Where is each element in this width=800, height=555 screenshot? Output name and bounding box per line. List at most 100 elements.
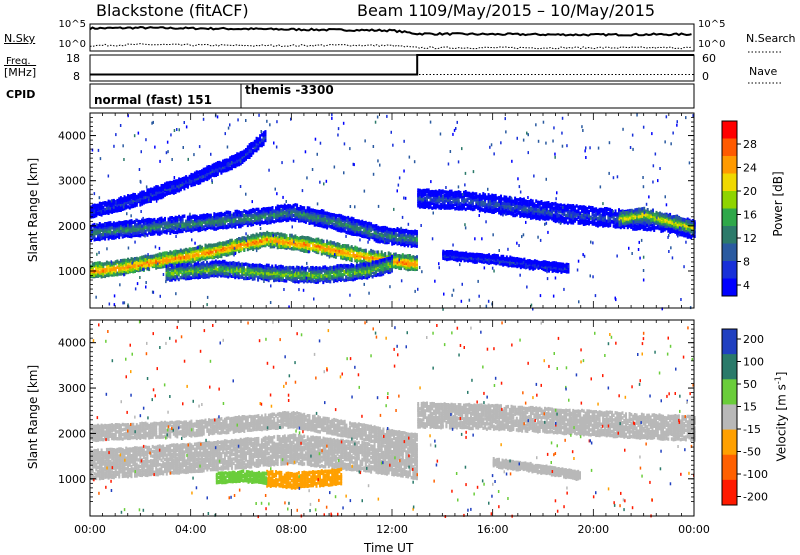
- power-cell: [203, 265, 205, 269]
- power-cell: [273, 220, 275, 224]
- power-cell: [361, 231, 363, 235]
- power-cell: [224, 241, 226, 245]
- power-cell: [210, 244, 212, 248]
- power-cell: [168, 190, 170, 194]
- power-cell: [190, 248, 192, 252]
- power-cell: [226, 225, 228, 229]
- power-cell: [115, 206, 117, 210]
- power-cell: [366, 266, 368, 270]
- power-cell: [278, 275, 280, 279]
- power-cell: [271, 265, 273, 269]
- power-cell: [266, 264, 268, 268]
- power-cell: [323, 243, 325, 247]
- power-cell: [139, 234, 141, 238]
- power-cell: [316, 238, 318, 242]
- power-cell: [319, 214, 321, 218]
- power-cell: [120, 259, 122, 263]
- power-cell: [252, 263, 254, 267]
- power-cell: [262, 265, 264, 269]
- power-cell: [219, 242, 221, 246]
- power-cell: [108, 221, 110, 225]
- power-cell: [108, 269, 110, 273]
- power-cell: [159, 187, 161, 191]
- power-cell: [145, 230, 147, 234]
- power-cell: [211, 260, 213, 264]
- power-cell: [366, 262, 368, 266]
- power-cell: [131, 194, 133, 198]
- power-cell: [236, 220, 238, 224]
- power-cell: [263, 232, 265, 236]
- power-cell: [136, 265, 138, 269]
- power-cell: [205, 167, 207, 171]
- power-cell: [322, 266, 324, 270]
- power-cell: [397, 227, 399, 231]
- power-cell: [94, 204, 96, 208]
- power-cell: [199, 170, 201, 174]
- power-cell: [391, 228, 393, 232]
- power-cell: [337, 242, 339, 246]
- power-cell: [375, 260, 377, 264]
- power-cell: [254, 209, 256, 213]
- power-cell: [219, 212, 221, 216]
- power-cell: [256, 212, 258, 216]
- power-cell: [331, 270, 333, 274]
- power-cell: [116, 260, 118, 264]
- power-cell: [134, 193, 136, 197]
- power-cell: [337, 214, 339, 218]
- power-cell: [111, 207, 113, 211]
- power-cell: [217, 213, 219, 217]
- power-cell: [153, 230, 155, 234]
- power-cell: [194, 254, 196, 258]
- power-cell: [197, 261, 199, 265]
- power-cell: [337, 218, 339, 222]
- noise-tick-left-1: 10^0: [59, 39, 86, 50]
- power-cell: [164, 230, 166, 234]
- power-cell: [222, 270, 224, 274]
- power-cell: [178, 278, 180, 282]
- power-cell: [139, 192, 141, 196]
- power-cell: [127, 205, 129, 209]
- power-cell: [226, 240, 228, 244]
- power-cell: [372, 268, 374, 272]
- power-cell: [236, 210, 238, 214]
- power-cell: [185, 175, 187, 179]
- power-cell: [343, 279, 345, 283]
- noise-tick-left-0: 10^5: [59, 19, 86, 30]
- power-cell: [217, 161, 219, 165]
- power-cell: [384, 252, 386, 256]
- power-cell: [389, 256, 391, 260]
- power-cell: [386, 257, 388, 261]
- power-cell: [319, 239, 321, 243]
- power-cell: [365, 221, 367, 225]
- power-cell: [145, 192, 147, 196]
- power-cell: [308, 268, 310, 272]
- power-cell: [368, 251, 370, 255]
- power-cell: [188, 262, 190, 266]
- power-cell: [127, 224, 129, 228]
- power-cell: [222, 217, 224, 221]
- power-cell: [213, 212, 215, 216]
- power-cell: [115, 222, 117, 226]
- power-cell: [405, 229, 407, 233]
- power-cell: [310, 237, 312, 241]
- power-cell: [382, 226, 384, 230]
- power-cell: [247, 211, 249, 215]
- power-cell: [248, 264, 250, 268]
- power-cell: [397, 238, 399, 242]
- power-cell: [263, 221, 265, 225]
- power-cell: [328, 212, 330, 216]
- power-cell: [99, 271, 101, 275]
- power-cell: [411, 230, 413, 234]
- power-cell: [243, 263, 245, 267]
- power-cell: [380, 265, 382, 269]
- power-cell: [99, 222, 101, 226]
- power-cell: [282, 205, 284, 209]
- power-cell: [345, 244, 347, 248]
- noise-series-1: [90, 44, 692, 49]
- power-cell: [203, 247, 205, 251]
- power-cell: [181, 272, 183, 276]
- power-cell: [141, 191, 143, 195]
- power-cell: [301, 266, 303, 270]
- power-cell: [218, 266, 220, 270]
